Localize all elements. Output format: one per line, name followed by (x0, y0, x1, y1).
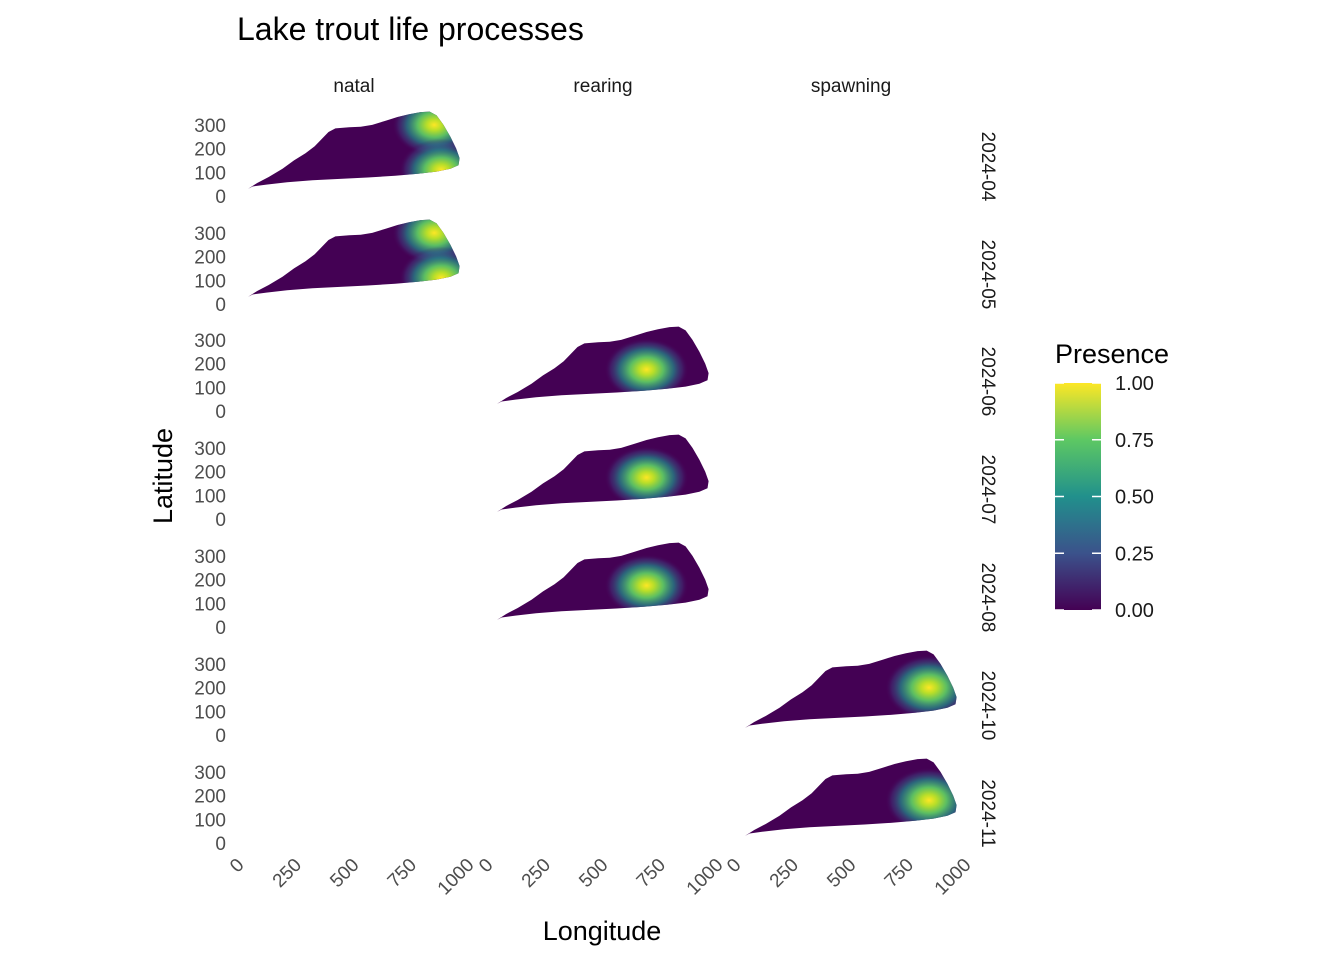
y-tick-label: 300 (194, 547, 226, 568)
x-tick-label: 0 (226, 855, 248, 877)
strip-label-col-spawning: spawning (811, 76, 891, 97)
presence-hotspot (604, 338, 689, 401)
panel-natal-2024-05 (248, 219, 460, 297)
strip-label-col-natal: natal (333, 76, 374, 97)
panel-spawning-2024-11 (745, 758, 957, 836)
panel-rearing-2024-07 (497, 434, 709, 512)
y-tick-label: 100 (194, 810, 226, 831)
presence-hotspot (399, 138, 460, 189)
y-tick-label: 100 (194, 486, 226, 507)
y-tick-label: 300 (194, 763, 226, 784)
presence-hotspot (399, 246, 460, 297)
facet-panels (248, 111, 957, 836)
x-tick-label: 500 (823, 855, 860, 892)
presence-hotspot (885, 655, 957, 721)
y-tick-label: 200 (194, 463, 226, 484)
panel-rearing-2024-08 (497, 542, 709, 620)
y-tick-label: 0 (215, 295, 226, 316)
y-tick-label: 0 (215, 834, 226, 855)
x-tick-label: 250 (269, 855, 306, 892)
strip-label-row-2024-10: 2024-10 (977, 671, 998, 741)
panel-rearing-2024-06 (497, 326, 709, 404)
y-axis-ticks: 0100200300010020030001002003000100200300… (194, 116, 226, 855)
y-tick-label: 100 (194, 594, 226, 615)
strip-label-row-2024-05: 2024-05 (977, 240, 998, 310)
x-tick-label: 1000 (683, 855, 728, 900)
y-tick-label: 100 (194, 271, 226, 292)
x-axis-title: Longitude (543, 916, 662, 946)
y-tick-label: 300 (194, 116, 226, 137)
strip-label-row-2024-04: 2024-04 (977, 132, 998, 202)
x-tick-label: 500 (575, 855, 612, 892)
strip-label-row-2024-06: 2024-06 (977, 347, 998, 417)
y-tick-label: 300 (194, 224, 226, 245)
x-tick-label: 500 (326, 855, 363, 892)
y-tick-label: 300 (194, 655, 226, 676)
presence-hotspot (885, 767, 957, 833)
y-tick-label: 100 (194, 702, 226, 723)
x-tick-label: 0 (723, 855, 745, 877)
y-tick-label: 200 (194, 248, 226, 269)
legend-label: 0.50 (1115, 487, 1154, 509)
strip-label-row-2024-07: 2024-07 (977, 455, 998, 525)
y-tick-label: 200 (194, 571, 226, 592)
y-tick-label: 100 (194, 378, 226, 399)
x-tick-label: 1000 (434, 855, 479, 900)
strip-label-col-rearing: rearing (573, 76, 632, 97)
x-tick-label: 1000 (931, 855, 976, 900)
legend-title: Presence (1055, 339, 1169, 369)
presence-hotspot (604, 554, 689, 617)
strip-label-row-2024-08: 2024-08 (977, 563, 998, 633)
x-tick-label: 250 (518, 855, 555, 892)
y-tick-label: 200 (194, 355, 226, 376)
y-axis-title: Latitude (148, 428, 178, 524)
panel-spawning-2024-10 (745, 650, 957, 728)
y-tick-label: 0 (215, 510, 226, 531)
y-tick-label: 200 (194, 787, 226, 808)
y-tick-label: 100 (194, 163, 226, 184)
legend-label: 0.75 (1115, 430, 1154, 452)
x-tick-label: 250 (766, 855, 803, 892)
panel-natal-2024-04 (248, 111, 460, 189)
y-tick-label: 200 (194, 679, 226, 700)
y-tick-label: 0 (215, 726, 226, 747)
y-tick-label: 200 (194, 140, 226, 161)
y-tick-label: 0 (215, 402, 226, 423)
x-tick-label: 0 (475, 855, 497, 877)
presence-legend: Presence 1.00 0.75 0.50 0.25 0.00 (1055, 339, 1169, 622)
legend-ticks: 1.00 0.75 0.50 0.25 0.00 (1055, 373, 1154, 622)
legend-label: 1.00 (1115, 373, 1154, 395)
x-tick-label: 750 (384, 855, 421, 892)
x-tick-label: 750 (881, 855, 918, 892)
chart-title: Lake trout life processes (237, 11, 584, 47)
y-tick-label: 0 (215, 187, 226, 208)
facet-strips: natal rearing spawning 2024-04 2024-05 2024-0… (333, 76, 998, 848)
strip-label-row-2024-11: 2024-11 (977, 779, 998, 847)
y-tick-label: 300 (194, 331, 226, 352)
x-tick-label: 750 (633, 855, 670, 892)
presence-hotspot (604, 446, 689, 509)
legend-label: 0.25 (1115, 543, 1154, 565)
y-tick-label: 0 (215, 618, 226, 639)
legend-label: 0.00 (1115, 600, 1154, 622)
y-tick-label: 300 (194, 439, 226, 460)
